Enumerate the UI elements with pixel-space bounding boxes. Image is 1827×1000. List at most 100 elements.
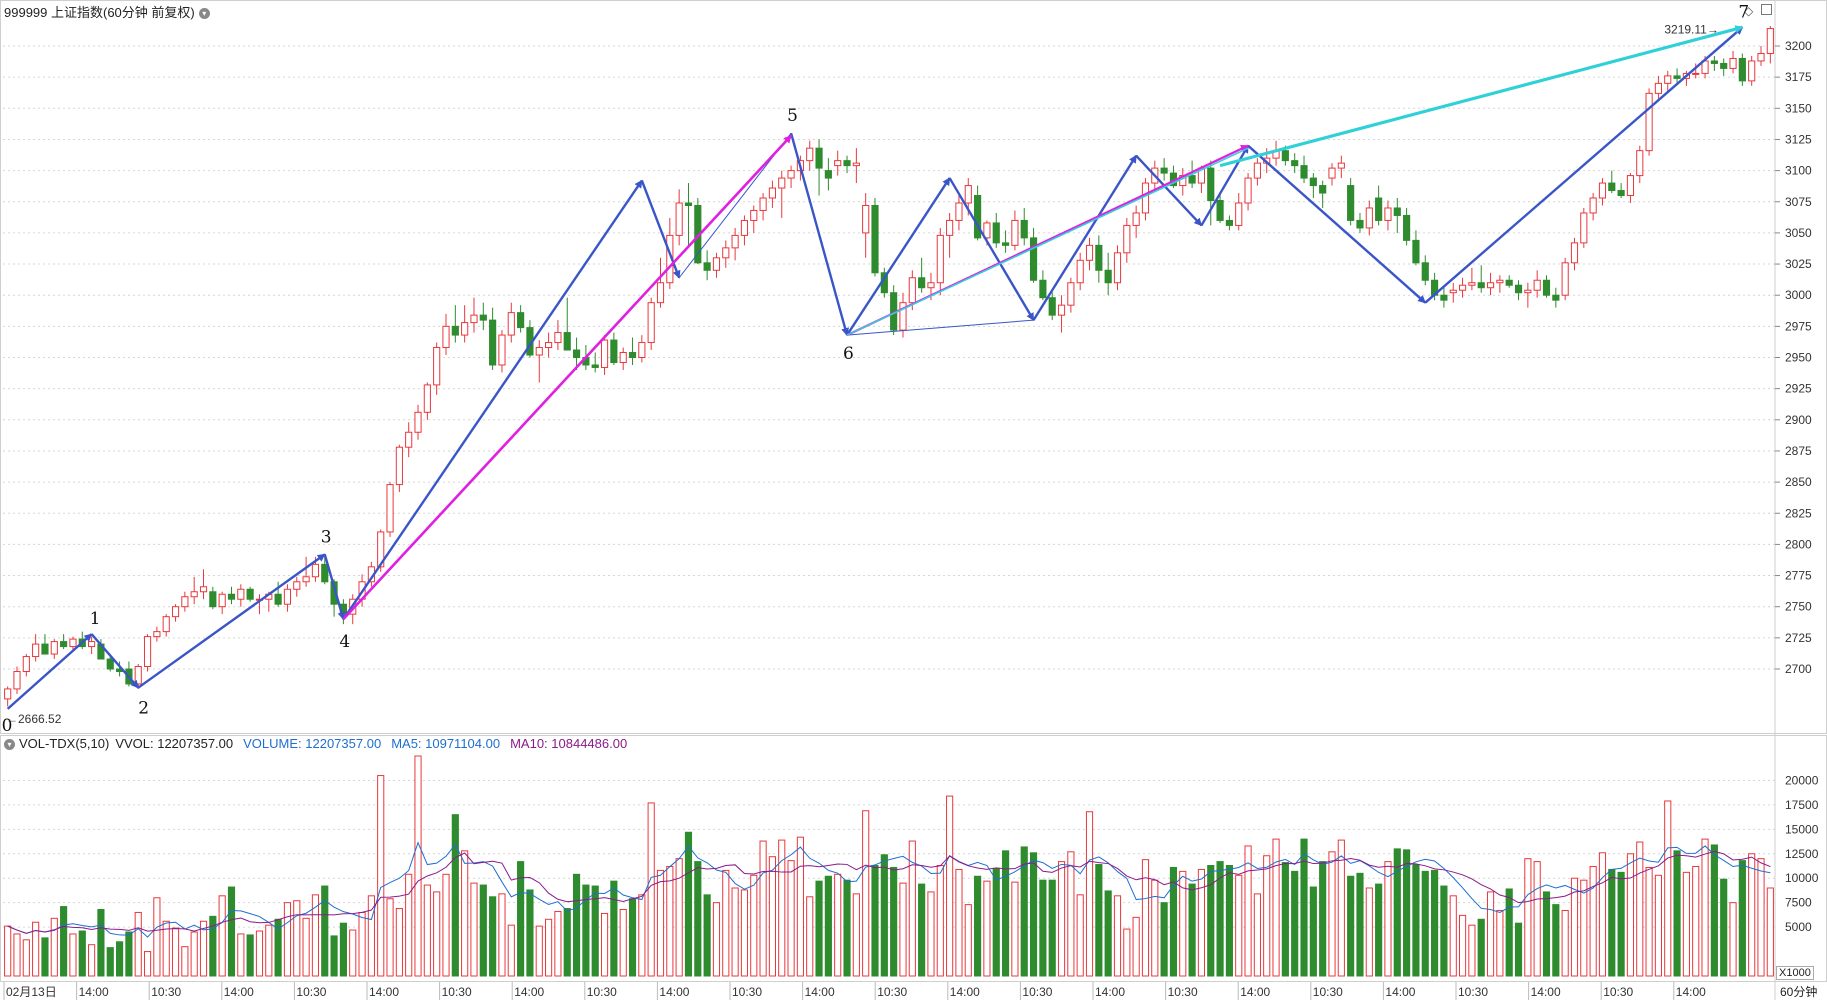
volume-bar [479, 884, 487, 977]
candle-body [554, 332, 562, 344]
wave-label: 6 [843, 344, 854, 364]
x-tick-label: 10:30 [442, 985, 472, 999]
volume-bar [974, 875, 982, 977]
candle-body [302, 576, 310, 583]
volume-bar [684, 831, 693, 977]
chart-options-icon[interactable]: ▾ [198, 8, 210, 20]
volume-bar [992, 867, 1000, 977]
vol-tick-label: 12500 [1785, 847, 1819, 861]
y-tick-label: 2825 [1785, 506, 1812, 520]
candle-body [489, 319, 497, 366]
volume-bar [1589, 865, 1597, 977]
candle-body [1291, 160, 1299, 167]
candle-body [1002, 242, 1010, 246]
volume-bar [1570, 877, 1579, 977]
volume-bar [1440, 885, 1448, 977]
volume-bar [1468, 924, 1476, 977]
x-tick-label: 14:00 [1240, 985, 1270, 999]
candle-body [843, 160, 851, 167]
candle-body [507, 312, 515, 336]
vol-indicator-label: VOL-TDX(5,10) [19, 736, 110, 751]
candle-body [1309, 177, 1317, 187]
x-tick-label: 10:30 [1603, 985, 1633, 999]
volume-bar [1123, 928, 1131, 977]
candle-body [1132, 212, 1140, 226]
candle-body [237, 588, 245, 600]
volume-bar [983, 880, 991, 977]
volume-bar [862, 810, 870, 977]
volume-options-icon[interactable]: ▾ [4, 739, 15, 751]
wave-connector [846, 319, 1034, 336]
candle-body [908, 277, 916, 304]
volume-bar [395, 908, 403, 977]
volume-bar [1067, 851, 1075, 977]
wave-label: 5 [787, 106, 798, 126]
candle-body [1542, 279, 1551, 296]
volume-bar [22, 939, 30, 977]
candle-body [1421, 262, 1429, 281]
candle-body [1486, 282, 1495, 289]
candle-body [1710, 60, 1718, 64]
x-tick-label: 14:00 [1095, 985, 1125, 999]
volume-bar [1281, 862, 1289, 977]
candle-body [1141, 182, 1150, 214]
candle-body [321, 563, 329, 583]
volume-bar [1244, 845, 1252, 977]
volume-bar [694, 861, 702, 977]
x-tick-label: 14:00 [369, 985, 399, 999]
candle-body [1720, 62, 1728, 69]
high-price-annotation: 3219.11→ [1664, 22, 1719, 36]
candle-body [1589, 197, 1597, 214]
volume-bar [171, 927, 180, 977]
volume-bar [78, 930, 86, 977]
candle-body [778, 177, 786, 189]
volume-bar [722, 869, 730, 977]
volume-bar [852, 893, 860, 977]
volume-bar [451, 814, 459, 977]
volume-bar [563, 908, 571, 977]
volume-bar [824, 875, 832, 977]
candle-body [1729, 57, 1737, 69]
volume-bar [675, 858, 683, 977]
volume-bar [302, 917, 310, 977]
volume-bar [339, 922, 347, 977]
panel-toggle-icon[interactable] [1761, 4, 1772, 15]
volume-bar [414, 755, 422, 977]
volume-bar [806, 896, 814, 977]
candle-body [918, 277, 926, 289]
candle-body [1365, 207, 1373, 229]
candle-body [1347, 185, 1355, 221]
volume-bar [1197, 868, 1206, 977]
candle-body [1160, 167, 1168, 174]
candle-body [1514, 284, 1523, 294]
volume-bar [600, 912, 609, 977]
volume-bar [1356, 872, 1364, 977]
volume-bar [50, 917, 58, 977]
x-tick-label: 14:00 [514, 985, 544, 999]
candle-body [1188, 175, 1196, 184]
volume-bar [1057, 861, 1066, 977]
volume-bar [1580, 879, 1588, 977]
x-tick-label: 10:30 [1458, 985, 1488, 999]
volume-bar [936, 865, 944, 977]
volume-bar [1160, 902, 1168, 977]
candle-body [712, 257, 721, 271]
volume-bar [759, 840, 767, 977]
volume-bar [489, 896, 497, 977]
candle-body [600, 339, 609, 368]
low-price-annotation: ←2666.52 [6, 712, 62, 726]
wave-arrow [342, 179, 643, 620]
y-tick-label: 3150 [1785, 101, 1812, 115]
diamond-icon[interactable]: ◇ [1744, 4, 1754, 18]
volume-bar [199, 920, 208, 977]
candle-body [32, 643, 40, 658]
volume-bar [1179, 870, 1187, 977]
volume-bar [1617, 871, 1625, 977]
x-tick-label: 10:30 [1022, 985, 1052, 999]
chart-title: 999999 上证指数(60分钟 前复权) ▾ [4, 2, 220, 21]
volume-bar [712, 902, 721, 977]
volume-bar [69, 933, 77, 977]
vol-tick-label: 7500 [1785, 896, 1812, 910]
volume-bar [1095, 864, 1103, 977]
